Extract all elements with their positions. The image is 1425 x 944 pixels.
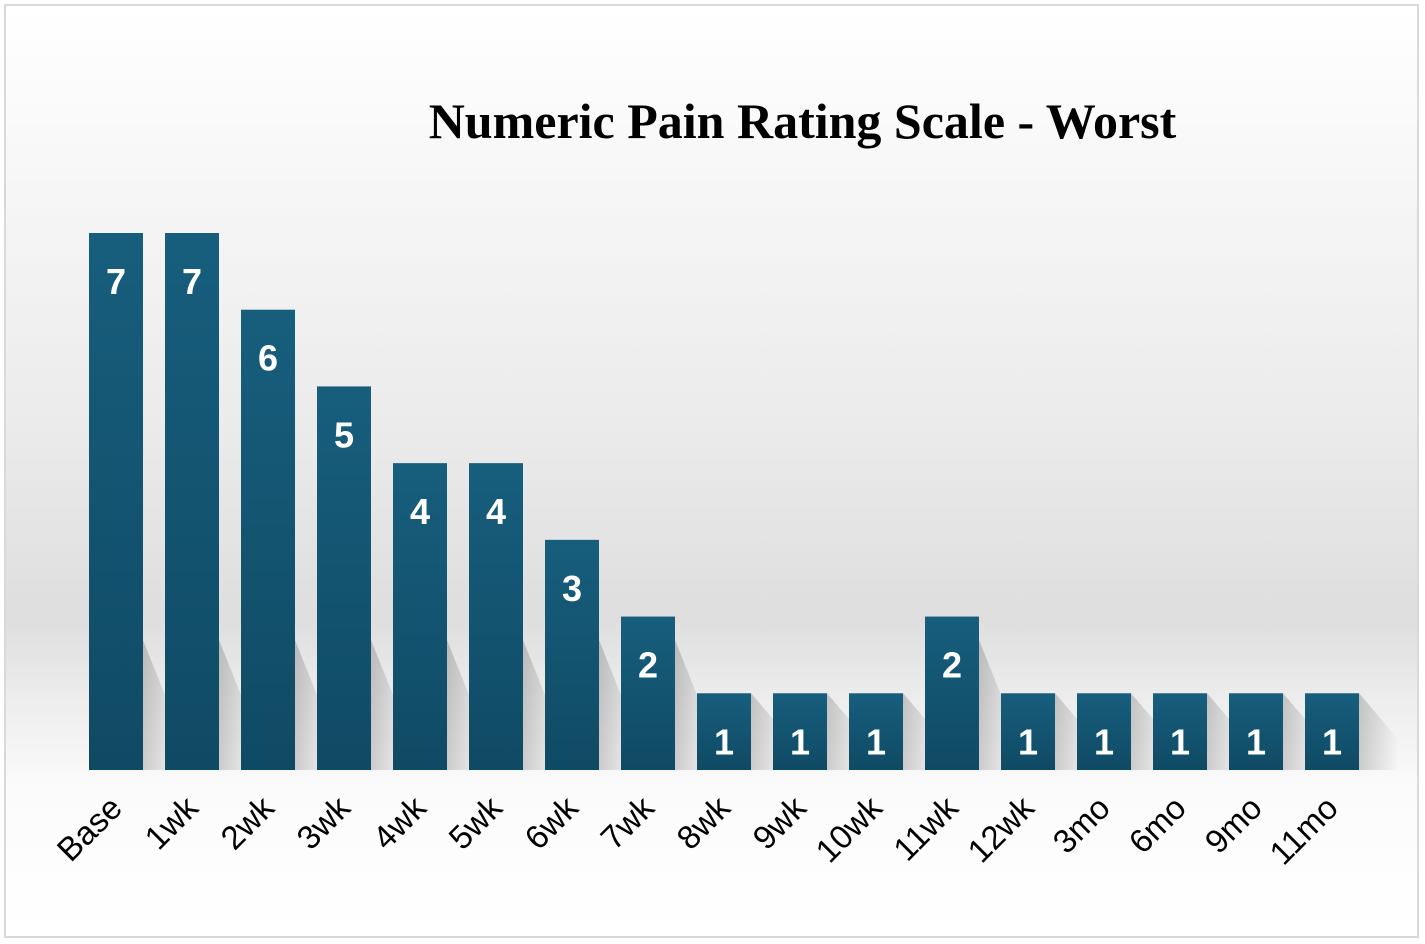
bar-value-label: 7	[106, 261, 126, 302]
bar-value-label: 1	[1170, 721, 1190, 762]
x-tick-label: 6wk	[517, 788, 585, 856]
bar-5wk	[469, 463, 523, 770]
bar-11mo	[1305, 693, 1359, 770]
bar-value-label: 1	[1322, 721, 1342, 762]
bar-Base	[89, 233, 143, 770]
x-tick-label: 1wk	[137, 788, 205, 856]
x-tick-label: 9mo	[1197, 789, 1269, 861]
bar-value-label: 1	[790, 721, 810, 762]
bar-value-label: 6	[258, 338, 278, 379]
bar-1wk	[165, 233, 219, 770]
bar-4wk	[393, 463, 447, 770]
bar-shadow	[1359, 693, 1399, 770]
x-tick-label: 5wk	[441, 788, 509, 856]
bar-value-label: 1	[1246, 721, 1266, 762]
bar-value-label: 4	[486, 491, 506, 532]
bar-value-label: 1	[1094, 721, 1114, 762]
bar-value-label: 1	[866, 721, 886, 762]
x-tick-label: 2wk	[213, 788, 281, 856]
bar-9mo	[1229, 693, 1283, 770]
bar-2wk	[241, 309, 295, 770]
bar-6wk	[545, 539, 599, 770]
x-tick-label: 8wk	[669, 788, 737, 856]
x-tick-label: 3mo	[1045, 789, 1117, 861]
x-tick-label: Base	[50, 789, 129, 868]
chart-frame	[4, 4, 1419, 938]
bar-7wk	[621, 616, 675, 770]
x-tick-label: 10wk	[808, 788, 889, 869]
bar-9wk	[773, 693, 827, 770]
bar-8wk	[697, 693, 751, 770]
bars-layer	[89, 233, 1399, 770]
bar-value-label: 1	[1018, 721, 1038, 762]
bar-value-labels: 7 7 6 5 4 4 3 2 1 1 1 2 1 1 1 1 1	[106, 261, 1342, 762]
bar-value-label: 4	[410, 491, 430, 532]
bar-value-label: 2	[942, 645, 962, 686]
x-tick-label: 11mo	[1262, 789, 1345, 872]
x-tick-label: 7wk	[593, 788, 661, 856]
x-tick-label: 4wk	[365, 788, 433, 856]
bar-6mo	[1153, 693, 1207, 770]
bar-11wk	[925, 616, 979, 770]
x-tick-label: 9wk	[745, 788, 813, 856]
x-tick-label: 3wk	[289, 788, 357, 856]
x-tick-label: 6mo	[1121, 789, 1193, 861]
bar-3wk	[317, 386, 371, 770]
bar-value-label: 7	[182, 261, 202, 302]
chart-title: Numeric Pain Rating Scale - Worst	[428, 93, 1177, 149]
bar-12wk	[1001, 693, 1055, 770]
x-tick-label: 12wk	[960, 788, 1041, 869]
bar-value-label: 2	[638, 645, 658, 686]
bar-3mo	[1077, 693, 1131, 770]
bar-10wk	[849, 693, 903, 770]
bar-value-label: 5	[334, 414, 354, 455]
x-tick-label: 11wk	[886, 788, 965, 867]
bar-value-label: 3	[562, 568, 582, 609]
x-axis-tick-labels: Base 1wk 2wk 3wk 4wk 5wk 6wk 7wk 8wk 9wk10wk11wk1…	[50, 788, 1345, 871]
bar-value-label: 1	[714, 721, 734, 762]
